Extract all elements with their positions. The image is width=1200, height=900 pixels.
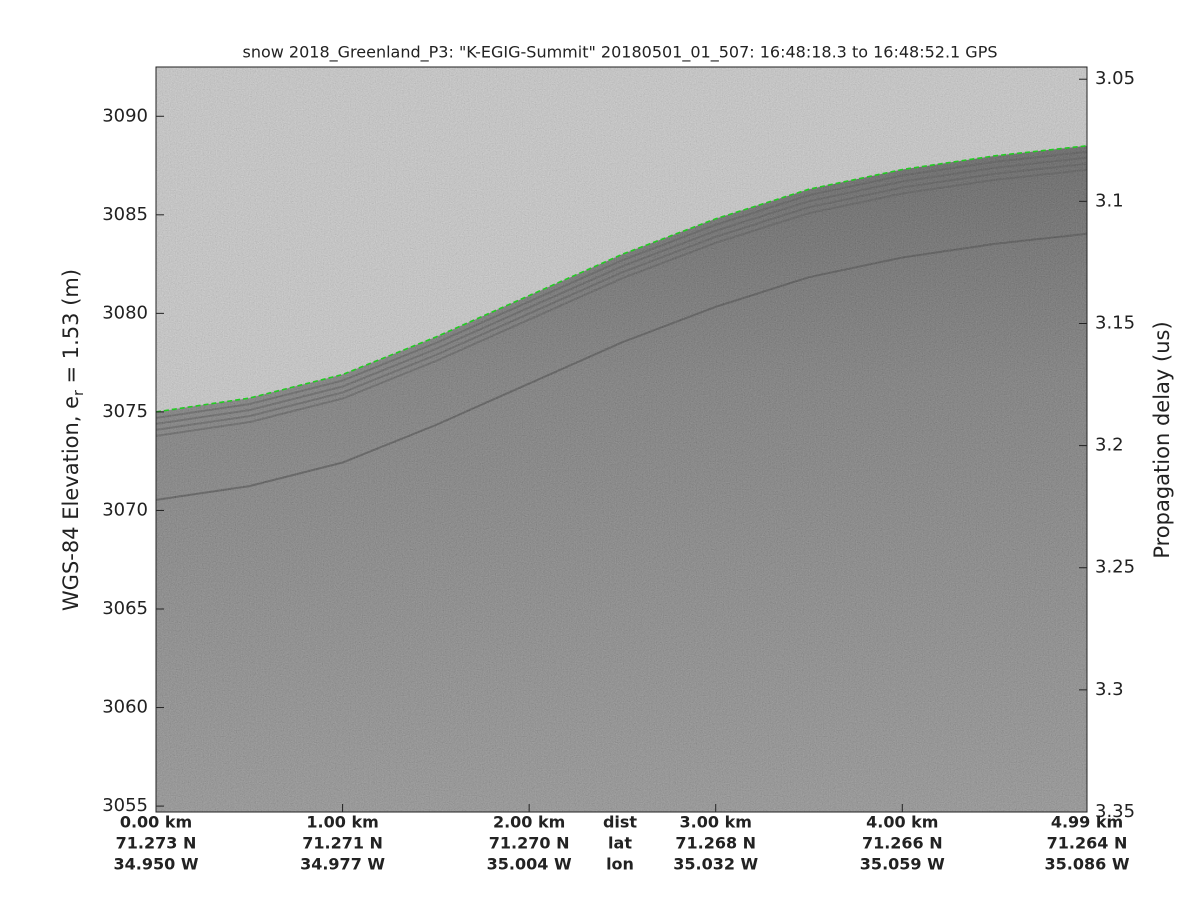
row-label: lon — [606, 855, 634, 874]
y-tick-label: 3065 — [102, 598, 148, 619]
row-label: lat — [608, 834, 632, 853]
y-axis-label: WGS-84 Elevation, er = 1.53 (m) — [59, 269, 87, 611]
chart-title: snow 2018_Greenland_P3: "K-EGIG-Summit" … — [242, 43, 997, 63]
speckle — [156, 67, 1087, 812]
lon-label: 35.004 W — [487, 855, 572, 874]
x-tick-label: 1.00 km — [306, 813, 378, 832]
lat-label: 71.266 N — [862, 834, 943, 853]
lat-label: 71.271 N — [302, 834, 383, 853]
lat-label: 71.264 N — [1047, 834, 1128, 853]
lat-label: 71.273 N — [116, 834, 197, 853]
y2-axis-label: Propagation delay (us) — [1150, 321, 1174, 558]
lon-label: 34.977 W — [300, 855, 385, 874]
lon-label: 34.950 W — [114, 855, 199, 874]
lat-label: 71.270 N — [489, 834, 570, 853]
y2-tick-label: 3.1 — [1095, 190, 1124, 211]
y-tick-label: 3080 — [102, 302, 148, 323]
y-label-sub: r — [71, 390, 87, 396]
y-tick-label: 3085 — [102, 204, 148, 225]
x-tick-label: 0.00 km — [120, 813, 192, 832]
row-label: dist — [603, 813, 637, 832]
plot-area — [156, 67, 1087, 812]
y-tick-label: 3060 — [102, 697, 148, 718]
y-label-rest: = 1.53 (m) — [59, 269, 83, 390]
x-tick-label: 4.00 km — [866, 813, 938, 832]
lat-label: 71.268 N — [675, 834, 756, 853]
y2-tick-label: 3.35 — [1095, 801, 1135, 822]
y2-tick-label: 3.05 — [1095, 68, 1135, 89]
y2-tick-label: 3.3 — [1095, 679, 1124, 700]
x-tick-label: 4.99 km — [1051, 813, 1123, 832]
lon-label: 35.032 W — [673, 855, 758, 874]
x-tick-label: 3.00 km — [680, 813, 752, 832]
y-label-main: WGS-84 Elevation, e — [59, 396, 83, 611]
lon-label: 35.086 W — [1045, 855, 1130, 874]
y-tick-label: 3090 — [102, 105, 148, 126]
y2-tick-label: 3.15 — [1095, 312, 1135, 333]
lon-label: 35.059 W — [860, 855, 945, 874]
y-tick-label: 3055 — [102, 795, 148, 816]
y-tick-label: 3075 — [102, 401, 148, 422]
y2-tick-label: 3.25 — [1095, 557, 1135, 578]
y-tick-label: 3070 — [102, 499, 148, 520]
surface-line — [156, 145, 1087, 413]
x-tick-label: 2.00 km — [493, 813, 565, 832]
plot-frame — [155, 66, 1088, 813]
y2-tick-label: 3.2 — [1095, 435, 1124, 456]
